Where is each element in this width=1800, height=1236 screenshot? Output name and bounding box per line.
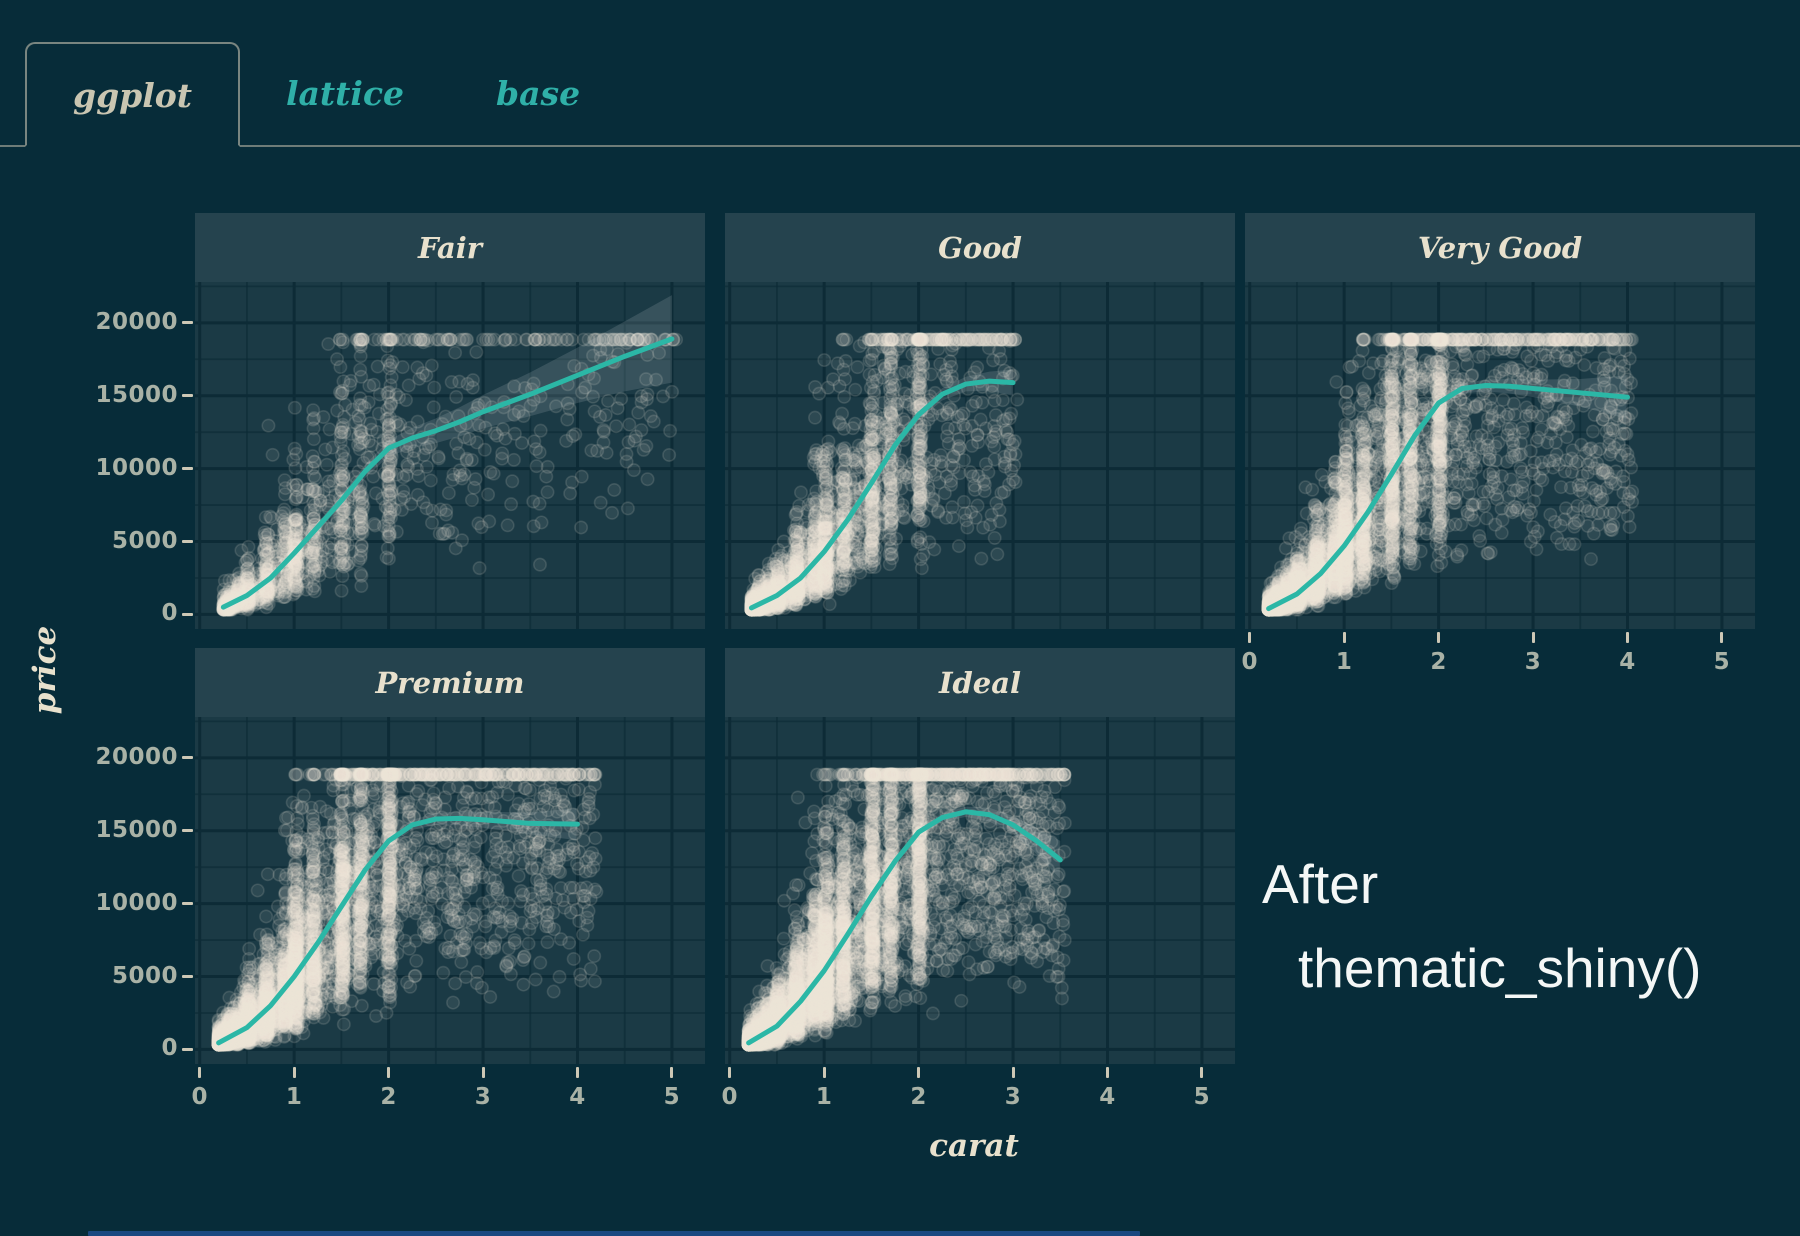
y-tick-mark [182, 1047, 193, 1051]
facet-panel-canvas-ideal [725, 717, 1235, 1064]
facet-strip-premium: Premium [195, 648, 705, 717]
video-progress-bar[interactable] [88, 1231, 1140, 1236]
x-tick-label: 5 [1713, 649, 1731, 675]
facet-panel-canvas-fair [195, 282, 705, 629]
tab-ggplot[interactable]: ggplot [25, 42, 241, 147]
facet-panel-canvas-good [725, 282, 1235, 629]
x-tick-label: 0 [721, 1084, 738, 1110]
after-note: After thematic_shiny() [1262, 842, 1701, 1010]
x-tick-label: 2 [380, 1084, 397, 1110]
y-tick-label: 20000 [95, 743, 178, 770]
x-tick-label: 4 [1099, 1084, 1116, 1110]
x-tick-mark [1200, 1067, 1204, 1078]
y-tick-mark [182, 540, 193, 544]
x-tick-mark [1011, 1067, 1015, 1078]
x-tick-label: 2 [1430, 649, 1447, 675]
x-tick-mark [576, 1067, 579, 1078]
y-tick-mark [182, 975, 193, 979]
x-tick-mark [822, 1067, 826, 1078]
x-tick-mark [1437, 632, 1441, 643]
x-tick-label: 0 [1241, 649, 1258, 675]
y-tick-label: 0 [161, 600, 178, 627]
after-note-line2: thematic_shiny() [1298, 937, 1702, 999]
x-tick-mark [728, 1067, 732, 1078]
x-tick-mark [1342, 632, 1346, 643]
x-tick-mark [1720, 632, 1724, 643]
x-tick-mark [1626, 632, 1629, 643]
y-tick-label: 0 [161, 1035, 178, 1062]
facet-strip-ideal: Ideal [725, 648, 1235, 717]
x-tick-mark [1106, 1067, 1109, 1078]
x-tick-label: 4 [1619, 649, 1636, 675]
x-tick-mark [481, 1067, 485, 1078]
x-axis-title: carat [929, 1128, 1019, 1164]
x-tick-label: 3 [1524, 649, 1542, 675]
y-tick-label: 15000 [95, 381, 178, 408]
x-tick-mark [198, 1067, 202, 1078]
x-tick-label: 2 [910, 1084, 927, 1110]
y-tick-label: 15000 [95, 816, 178, 843]
x-tick-label: 5 [663, 1084, 681, 1110]
x-tick-label: 0 [191, 1084, 208, 1110]
facet-panel-canvas-very-good [1245, 282, 1755, 629]
x-tick-mark [1248, 632, 1252, 643]
facet-strip-very-good: Very Good [1245, 213, 1755, 282]
y-tick-mark [182, 902, 193, 906]
after-note-line1: After [1262, 853, 1379, 915]
tab-bar: ggplot lattice base [0, 42, 1800, 147]
y-tick-mark [182, 321, 193, 325]
y-tick-label: 5000 [111, 527, 178, 554]
y-tick-label: 20000 [95, 308, 178, 335]
x-tick-mark [292, 1067, 296, 1078]
x-tick-mark [917, 1067, 921, 1078]
tab-lattice[interactable]: lattice [286, 74, 405, 113]
x-tick-mark [1531, 632, 1535, 643]
x-tick-label: 1 [285, 1084, 303, 1110]
x-tick-mark [670, 1067, 674, 1078]
y-tick-label: 10000 [95, 454, 178, 481]
x-tick-label: 4 [569, 1084, 586, 1110]
x-tick-label: 1 [1335, 649, 1353, 675]
tab-base[interactable]: base [496, 74, 581, 113]
facet-strip-good: Good [725, 213, 1235, 282]
y-tick-mark [182, 756, 193, 760]
x-tick-label: 1 [815, 1084, 833, 1110]
y-tick-mark [182, 394, 193, 398]
facet-panel-canvas-premium [195, 717, 705, 1064]
x-tick-mark [387, 1067, 391, 1078]
x-tick-label: 3 [1004, 1084, 1022, 1110]
y-tick-label: 5000 [111, 962, 178, 989]
y-tick-label: 10000 [95, 889, 178, 916]
x-tick-label: 5 [1193, 1084, 1211, 1110]
y-tick-mark [182, 467, 193, 471]
y-tick-mark [182, 612, 193, 616]
facet-strip-fair: Fair [195, 213, 705, 282]
y-tick-mark [182, 829, 193, 833]
x-tick-label: 3 [474, 1084, 492, 1110]
